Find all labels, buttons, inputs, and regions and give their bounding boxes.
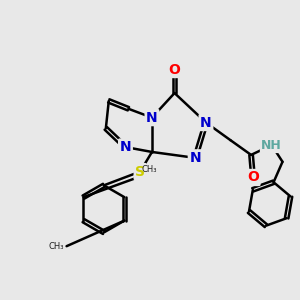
Text: O: O [247, 170, 259, 184]
Text: CH₃: CH₃ [142, 165, 157, 174]
Text: N: N [189, 151, 201, 165]
Text: NH: NH [261, 139, 282, 152]
Text: N: N [200, 116, 212, 130]
Text: O: O [169, 62, 181, 76]
Text: S: S [135, 165, 145, 178]
Text: CH₃: CH₃ [48, 242, 64, 251]
Text: N: N [146, 111, 158, 124]
Text: N: N [120, 140, 131, 154]
